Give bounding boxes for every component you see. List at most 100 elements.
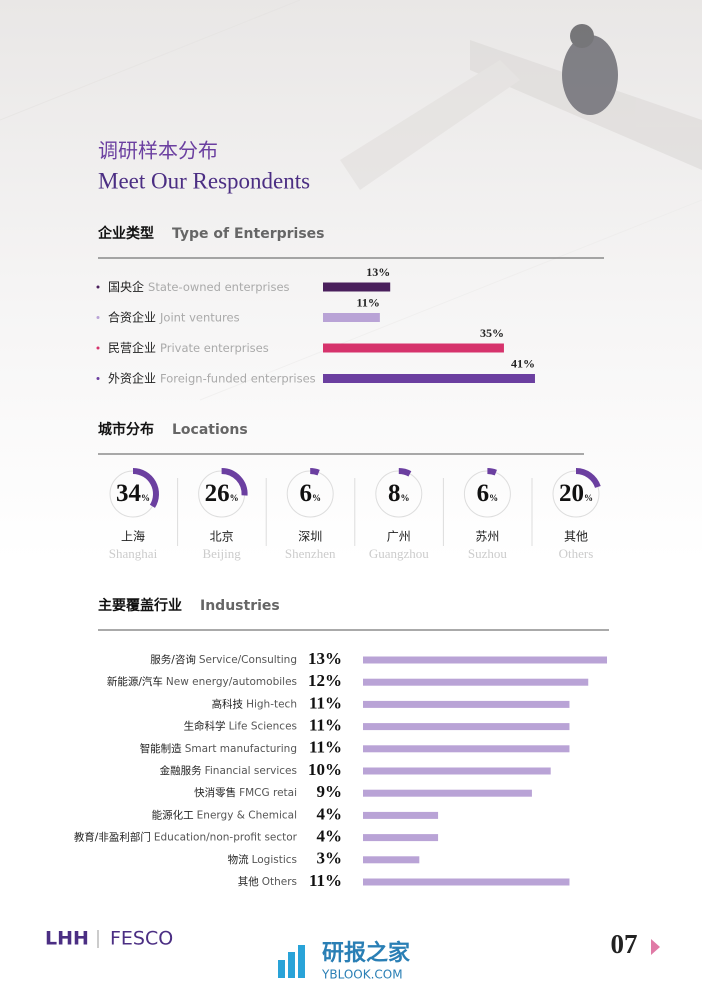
bar <box>363 723 570 731</box>
category-cn: 民营企业 <box>108 340 156 355</box>
brand-fesco: FESCO <box>110 928 173 950</box>
value-label: 13% <box>308 649 342 668</box>
category-en: Joint ventures <box>159 310 240 324</box>
bullet <box>96 346 100 350</box>
category-en: Life Sciences <box>229 721 297 733</box>
category-label: 其他 Others <box>238 875 297 888</box>
value-label: 3% <box>317 849 343 868</box>
bullet <box>96 377 100 380</box>
category-en: Energy & Chemical <box>197 809 297 821</box>
bar <box>363 834 439 842</box>
value-label: 12% <box>308 671 342 690</box>
city-en: Suzhou <box>468 546 508 561</box>
ring-arc <box>487 468 497 476</box>
ring-arc <box>132 468 159 508</box>
category-en: New energy/automobiles <box>166 676 297 688</box>
watermark-en: YBLOOK.COM <box>321 968 403 982</box>
city-en: Beijing <box>202 546 241 561</box>
bar <box>363 767 551 775</box>
value-unit: % <box>230 493 239 503</box>
page-arrow <box>651 939 660 955</box>
category-en: Smart manufacturing <box>185 743 297 755</box>
value-unit: % <box>312 493 321 503</box>
category-en: Private enterprises <box>160 341 269 355</box>
value-number: 34 <box>116 480 142 507</box>
city-en: Shenzhen <box>285 546 336 561</box>
category-cn: 快消零售 <box>194 786 236 799</box>
city-en: Shanghai <box>109 546 158 561</box>
category-en: Financial services <box>205 765 297 777</box>
bar <box>363 745 570 753</box>
category-cn: 合资企业 <box>108 309 156 324</box>
category-label: 金融服务 Financial services <box>160 764 297 777</box>
value-label: 4% <box>317 827 343 846</box>
value-label: 6% <box>299 480 321 507</box>
value-label: 13% <box>366 265 390 279</box>
category-cn: 服务/咨询 <box>150 653 196 666</box>
section-subtitle: Type of Enterprises <box>172 226 325 242</box>
category-label: 物流 Logistics <box>228 853 297 866</box>
value-unit: % <box>401 493 410 503</box>
category-cn: 其他 <box>238 875 259 888</box>
title-en: Meet Our Respondents <box>98 168 310 193</box>
category-cn: 生命科学 <box>184 720 226 733</box>
value-number: 26 <box>205 480 230 507</box>
category-cn: 高科技 <box>212 697 244 710</box>
ring-arc <box>398 468 412 477</box>
value-label: 11% <box>309 716 342 735</box>
category-cn: 国央企 <box>108 279 144 294</box>
category-en: Service/Consulting <box>199 654 297 666</box>
category-label: 民营企业 Private enterprises <box>108 340 269 355</box>
section-subtitle: Locations <box>172 422 248 438</box>
watermark-logo <box>278 945 305 978</box>
section-subtitle: Industries <box>200 598 280 614</box>
bullet <box>96 285 100 289</box>
value-label: 10% <box>308 760 342 779</box>
value-unit: % <box>141 493 150 503</box>
bullet <box>96 316 100 319</box>
category-label: 服务/咨询 Service/Consulting <box>150 653 297 666</box>
ring-arc <box>310 468 320 476</box>
bar <box>363 811 439 819</box>
watermark-cn: 研报之家 <box>322 940 411 966</box>
category-en: Education/non-profit sector <box>154 832 298 844</box>
category-label: 智能制造 Smart manufacturing <box>140 742 297 755</box>
value-label: 35% <box>480 326 504 340</box>
value-label: 11% <box>309 738 342 757</box>
city-cn: 深圳 <box>298 530 322 544</box>
value-number: 6 <box>477 480 490 507</box>
bar <box>363 678 589 686</box>
category-cn: 智能制造 <box>140 742 182 755</box>
ring-arc <box>221 468 248 496</box>
category-label: 外资企业 Foreign-funded enterprises <box>108 370 316 385</box>
brand-lhh: LHH <box>45 928 89 950</box>
city-en: Others <box>559 546 594 561</box>
value-label: 4% <box>317 804 343 823</box>
value-label: 11% <box>357 295 380 309</box>
category-en: Others <box>262 876 297 888</box>
category-en: State-owned enterprises <box>148 280 290 294</box>
city-cn: 其他 <box>564 530 588 544</box>
value-number: 20 <box>559 480 584 507</box>
category-label: 国央企 State-owned enterprises <box>108 279 290 294</box>
value-label: 41% <box>511 356 535 370</box>
category-en: High-tech <box>246 698 297 710</box>
value-label: 34% <box>116 480 150 507</box>
value-label: 6% <box>477 480 499 507</box>
ring-arc <box>575 468 601 489</box>
bar <box>363 700 570 708</box>
city-cn: 广州 <box>387 530 411 544</box>
bar <box>363 856 420 864</box>
page-number: 07 <box>611 929 638 959</box>
city-cn: 上海 <box>121 529 145 544</box>
value-label: 26% <box>205 480 239 507</box>
category-cn: 金融服务 <box>160 764 202 777</box>
title-cn: 调研样本分布 <box>98 140 218 163</box>
city-en: Guangzhou <box>369 546 429 561</box>
photo-decoration <box>0 0 702 401</box>
value-number: 8 <box>388 480 401 507</box>
bar <box>323 313 380 322</box>
bar <box>363 878 570 886</box>
category-label: 高科技 High-tech <box>212 697 297 710</box>
